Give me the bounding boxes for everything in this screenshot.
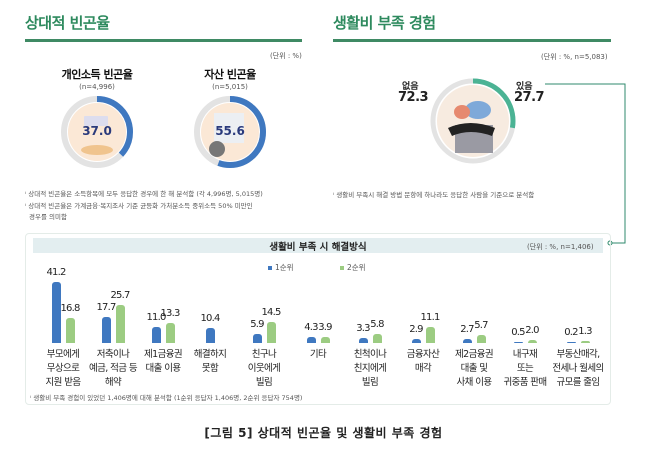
bar-value-label: 41.2 bbox=[46, 267, 66, 279]
bar-rank2 bbox=[527, 340, 537, 343]
bar-value-label: 11.0 bbox=[146, 311, 166, 323]
bar-value-label: 0.5 bbox=[511, 326, 525, 338]
chart-footnote-text: 생활비 부족 경험이 있었던 1,406명에 대해 분석함 (1순위 응답자 1… bbox=[33, 394, 303, 402]
bar-value-label: 3.3 bbox=[356, 323, 370, 335]
bar-rank2 bbox=[320, 337, 330, 343]
bar-value-label: 11.1 bbox=[420, 311, 440, 323]
donut-title-income: 개인소득 빈곤율 bbox=[61, 68, 133, 81]
donut-arc-income bbox=[61, 96, 133, 168]
bar-rank1 bbox=[411, 338, 421, 343]
donut-arc-yes bbox=[430, 78, 516, 164]
category-label: 제1금융권 대출 이용 bbox=[143, 349, 183, 374]
bar-value-label: 5.7 bbox=[474, 319, 488, 331]
donut-value-asset: 55.6 bbox=[215, 124, 245, 138]
bar-rank1 bbox=[462, 339, 472, 343]
yes-label: 있음 bbox=[516, 82, 533, 92]
bar-rank1 bbox=[566, 341, 576, 343]
bar-rank2 bbox=[425, 326, 435, 343]
donut-n-asset: (n=5,015) bbox=[212, 83, 248, 91]
bar-value-label: 5.8 bbox=[370, 319, 384, 331]
no-value: 72.3 bbox=[398, 90, 429, 105]
bar-rank1 bbox=[101, 316, 111, 343]
left-note-1-text: 상대적 빈곤율은 소득항목에 모두 응답한 경우에 한 해 분석함 (각 4,9… bbox=[28, 190, 263, 198]
category-label: 제2금융권 대출 및 사채 이용 bbox=[454, 349, 494, 388]
bar-value-label: 17.7 bbox=[96, 301, 116, 313]
bar-value-label: 10.4 bbox=[200, 312, 220, 324]
bar-rank2 bbox=[580, 341, 590, 343]
bar-rank1 bbox=[252, 334, 262, 343]
bar-rank2 bbox=[65, 318, 75, 343]
bar-rank1 bbox=[306, 336, 316, 343]
bar-rank2 bbox=[165, 323, 175, 343]
bar-value-label: 4.3 bbox=[304, 321, 318, 333]
legend-label-2: 2순위 bbox=[347, 263, 366, 272]
yes-value: 27.7 bbox=[514, 90, 545, 105]
bar-value-label: 1.3 bbox=[578, 326, 592, 338]
category-label: 기타 bbox=[309, 349, 327, 360]
bar-rank1 bbox=[51, 282, 61, 343]
section-title-living-cost: 생활비 부족 경험 bbox=[333, 14, 436, 32]
bar-rank2 bbox=[372, 334, 382, 343]
no-label: 없음 bbox=[402, 82, 419, 92]
right-note: ⁱ 생활비 부족시 해결 방법 문항에 하나라도 응답한 사람을 기준으로 분석… bbox=[333, 191, 535, 199]
donut-asset bbox=[194, 96, 266, 168]
category-label: 친척이나 친지에게 빌림 bbox=[353, 349, 387, 388]
unit-label: (단위 : %) bbox=[270, 52, 302, 60]
bar-value-label: 2.9 bbox=[409, 323, 423, 335]
unit-label-right: (단위 : %, n=5,083) bbox=[541, 53, 608, 61]
category-label: 저축이나 예금, 적금 등 해약 bbox=[89, 349, 138, 388]
left-note-1: ⁱ 상대적 빈곤율은 소득항목에 모두 응답한 경우에 한 해 분석함 (각 4… bbox=[25, 190, 263, 198]
donut-value-income: 37.0 bbox=[82, 124, 112, 138]
bar-value-label: 13.3 bbox=[160, 308, 180, 320]
bar-value-label: 14.5 bbox=[261, 306, 281, 318]
bar-value-label: 2.7 bbox=[460, 324, 474, 335]
bar-value-label: 5.9 bbox=[250, 319, 264, 331]
bar-rank1 bbox=[151, 326, 161, 343]
donut-title-asset: 자산 빈곤율 bbox=[204, 68, 256, 81]
left-note-3: 경우를 의미함 bbox=[29, 213, 67, 221]
bar-value-label: 2.0 bbox=[525, 325, 539, 337]
bar-rank1 bbox=[358, 338, 368, 343]
section-underline-right bbox=[333, 39, 611, 42]
donut-arc-asset bbox=[194, 96, 266, 168]
left-note-2-text: 상대적 빈곤율은 가계금융·복지조사 기준 균등화 가처분소득 중위소득 50%… bbox=[28, 202, 253, 210]
bar-rank2 bbox=[115, 304, 125, 343]
bar-rank1 bbox=[513, 341, 523, 343]
bar-value-label: 0.2 bbox=[564, 326, 578, 338]
bar-value-label: 3.9 bbox=[318, 322, 332, 334]
right-note-text: 생활비 부족시 해결 방법 문항에 하나라도 응답한 사람을 기준으로 분석함 bbox=[336, 191, 535, 199]
figure-caption: [그림 5] 상대적 빈곤율 및 생활비 부족 경험 bbox=[204, 426, 443, 440]
bar-rank1 bbox=[205, 327, 215, 343]
category-label: 해결하지 못함 bbox=[193, 349, 227, 374]
bar-value-label: 25.7 bbox=[110, 289, 130, 301]
category-label: 부동산매각, 전세나 월세의 규모를 줄임 bbox=[552, 349, 604, 388]
legend-label-1: 1순위 bbox=[275, 263, 294, 272]
legend-item-2: 2순위 bbox=[340, 262, 366, 273]
donut-living-cost bbox=[430, 78, 516, 164]
left-note-2: ⁱ 상대적 빈곤율은 가계금융·복지조사 기준 균등화 가처분소득 중위소득 5… bbox=[25, 202, 253, 210]
connector-line bbox=[545, 83, 626, 244]
legend-swatch-green bbox=[340, 266, 344, 270]
chart-header bbox=[33, 238, 603, 253]
chart-box bbox=[25, 233, 611, 405]
bar-rank2 bbox=[476, 334, 486, 343]
category-label: 금융자산 매각 bbox=[406, 349, 440, 374]
category-label: 부모에게 무상으로 지원 받음 bbox=[45, 349, 82, 388]
bar-value-label: 16.8 bbox=[60, 303, 80, 315]
chart-footnote: ⁱ 생활비 부족 경험이 있었던 1,406명에 대해 분석함 (1순위 응답자… bbox=[30, 394, 303, 402]
category-label: 친구나 이웃에게 빌림 bbox=[247, 349, 281, 388]
chart-title: 생활비 부족 시 해결방식 bbox=[269, 242, 367, 253]
legend-swatch-blue bbox=[268, 266, 272, 270]
legend-item-1: 1순위 bbox=[268, 262, 294, 273]
section-title-relative-poverty: 상대적 빈곤율 bbox=[25, 14, 110, 32]
section-underline bbox=[25, 39, 302, 42]
donut-n-income: (n=4,996) bbox=[79, 83, 115, 91]
bar-rank2 bbox=[266, 321, 276, 343]
chart-unit: (단위 : %, n=1,406) bbox=[527, 243, 594, 251]
category-label: 내구재 또는 귀중품 판매 bbox=[503, 349, 547, 388]
donut-income bbox=[61, 96, 133, 168]
